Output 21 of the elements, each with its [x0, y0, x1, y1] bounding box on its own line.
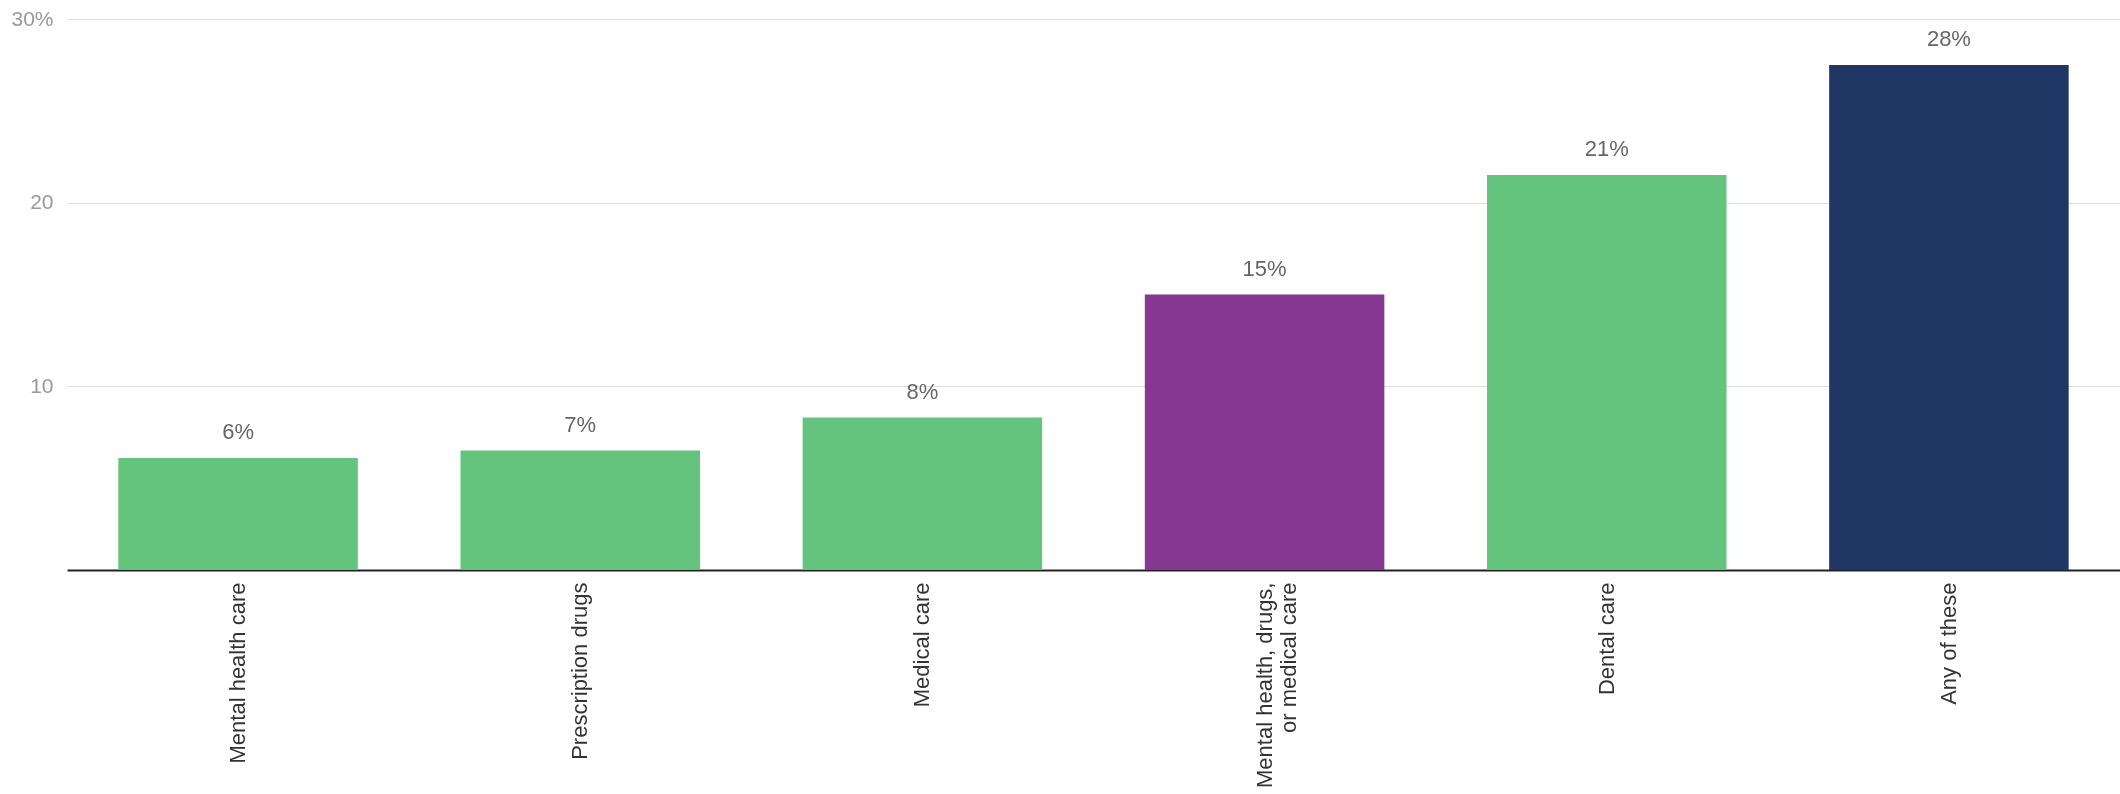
- bar: [1486, 175, 1727, 570]
- data-label: 6%: [222, 418, 254, 444]
- x-tick-label: Medical care: [909, 582, 935, 708]
- x-tick-label: Prescription drugs: [567, 582, 593, 760]
- bar: [1144, 294, 1385, 570]
- x-tick-label: Any of these: [1935, 582, 1961, 705]
- y-tick-label: 30%: [11, 6, 54, 30]
- data-label: 15%: [1242, 255, 1287, 281]
- x-tick-label: Dental care: [1593, 582, 1619, 696]
- y-tick-label: 10: [30, 373, 54, 397]
- y-tick-label: 20: [30, 190, 54, 214]
- x-tick-label: Mental health care: [225, 582, 251, 764]
- x-tick-label: Mental health, drugs, or medical care: [1251, 582, 1301, 788]
- data-label: 28%: [1926, 25, 1971, 51]
- bar: [118, 457, 358, 570]
- bar: [460, 450, 701, 570]
- data-label: 7%: [564, 411, 597, 437]
- data-label: 21%: [1584, 136, 1629, 162]
- bar: [1829, 64, 2069, 570]
- data-label: 8%: [906, 378, 939, 404]
- bar: [802, 417, 1043, 570]
